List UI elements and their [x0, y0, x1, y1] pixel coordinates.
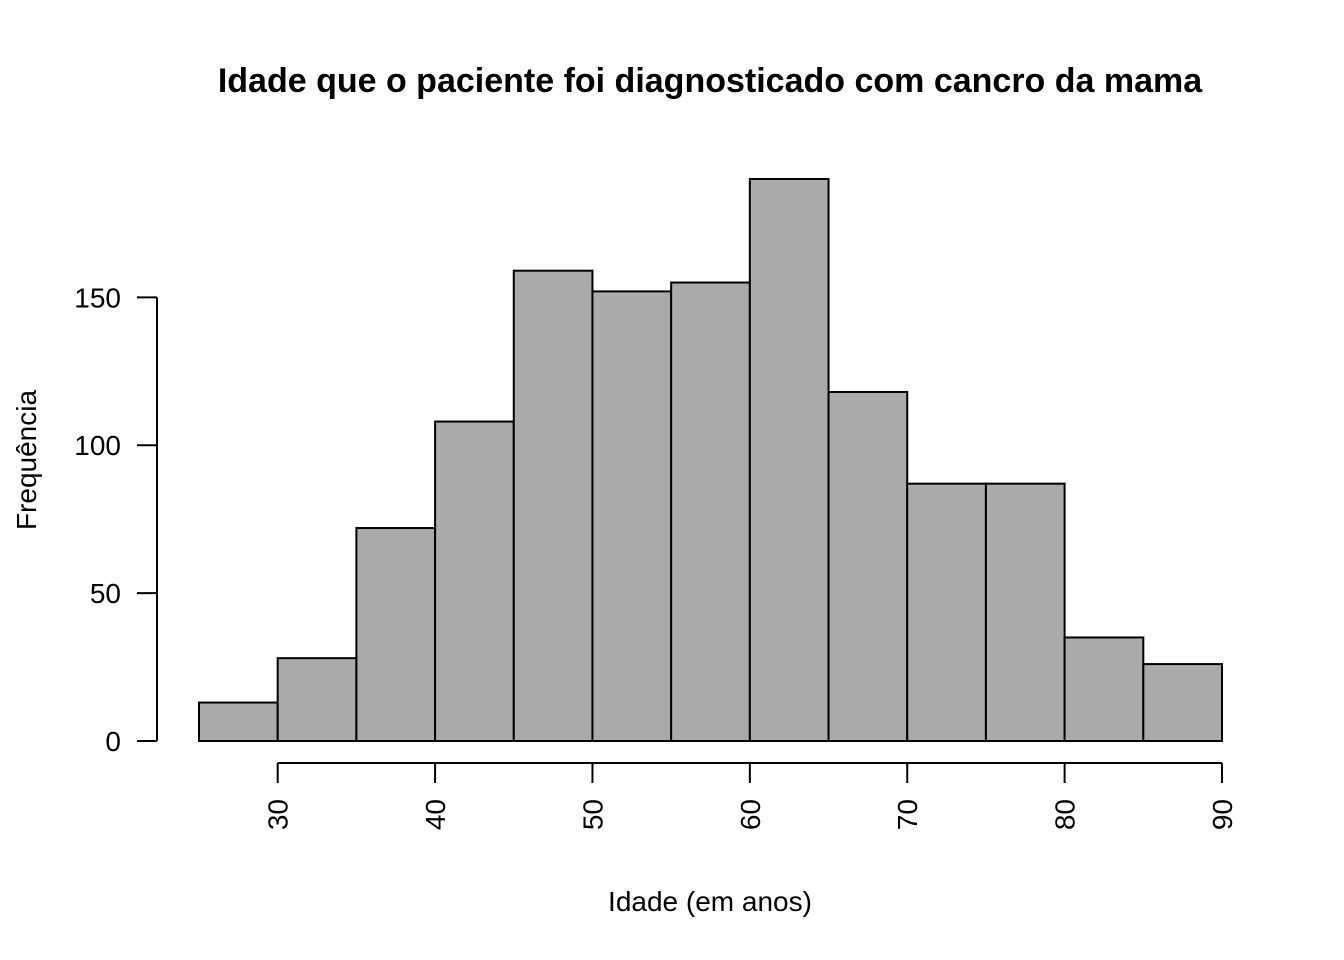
- x-tick-label: 40: [420, 799, 451, 830]
- histogram-bar: [827, 390, 909, 742]
- histogram-bar: [1142, 663, 1224, 742]
- x-tick-label: 80: [1050, 799, 1081, 830]
- histogram-bar: [434, 420, 515, 742]
- histogram-bar: [512, 269, 594, 742]
- histogram-bar: [748, 178, 830, 742]
- histogram-bar: [670, 281, 751, 742]
- x-tick-label: 90: [1207, 799, 1238, 830]
- histogram-bar: [906, 482, 987, 742]
- y-axis: 0 50 100 150: [74, 282, 158, 757]
- x-tick-label: 60: [735, 799, 766, 830]
- y-tick-label: 50: [90, 578, 121, 609]
- x-tick-label: 50: [577, 799, 608, 830]
- histogram-bar: [198, 701, 279, 742]
- y-tick-label: 150: [74, 282, 121, 313]
- histogram-bar: [984, 482, 1066, 742]
- y-tick-label: 100: [74, 430, 121, 461]
- bars-group: [198, 178, 1224, 743]
- histogram-bar: [591, 290, 673, 742]
- histogram-bar: [355, 527, 437, 742]
- chart-title: Idade que o paciente foi diagnosticado c…: [218, 62, 1203, 100]
- x-tick-label: 30: [263, 799, 294, 830]
- y-tick-label: 0: [105, 726, 121, 757]
- histogram-bar: [1063, 636, 1145, 743]
- x-tick-label: 70: [892, 799, 923, 830]
- x-axis-label: Idade (em anos): [608, 886, 812, 917]
- y-axis-label: Frequência: [11, 390, 42, 531]
- x-axis: 30 40 50 60 70 80 90: [263, 762, 1238, 830]
- histogram-bar: [276, 657, 358, 743]
